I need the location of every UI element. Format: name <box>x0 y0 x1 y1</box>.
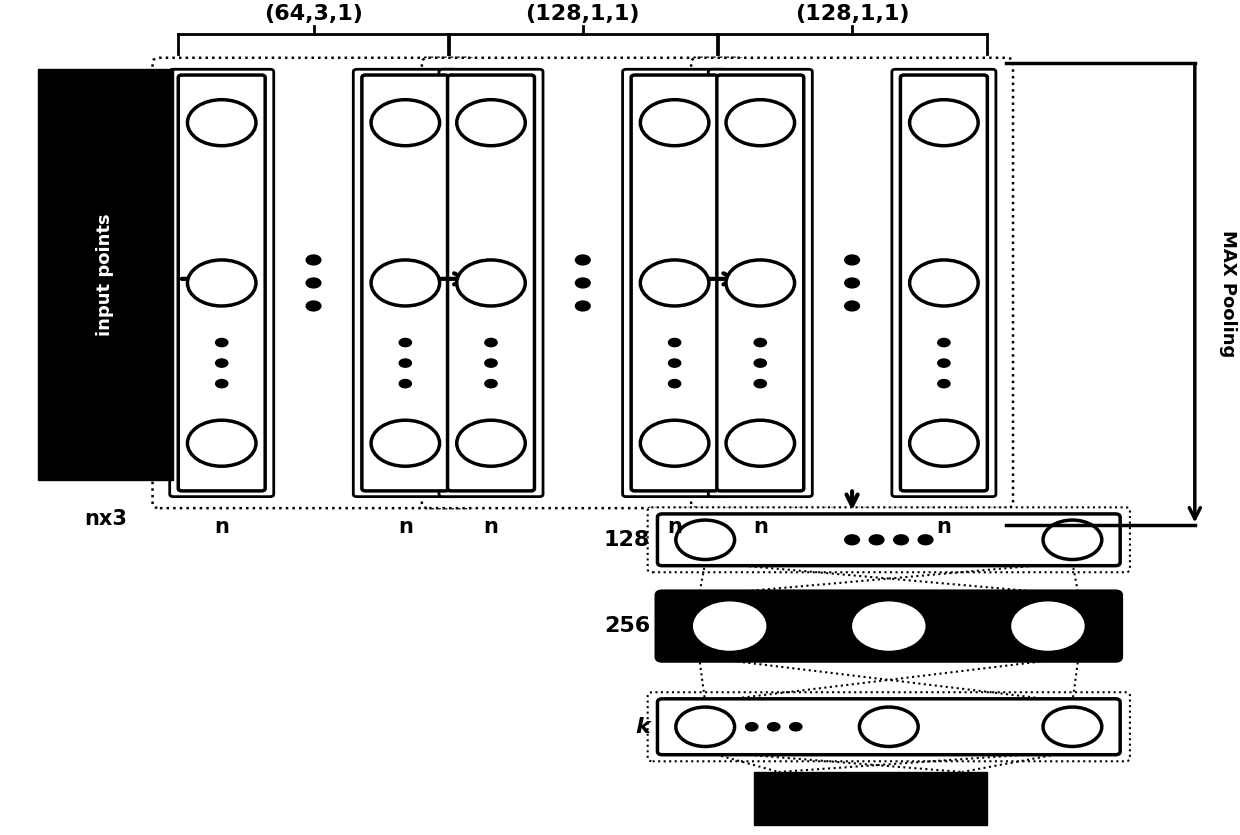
FancyBboxPatch shape <box>647 508 1130 572</box>
Circle shape <box>668 380 681 387</box>
Circle shape <box>844 255 859 265</box>
Circle shape <box>216 359 228 367</box>
Circle shape <box>485 359 497 367</box>
Circle shape <box>640 99 709 146</box>
Circle shape <box>725 260 795 306</box>
Text: n: n <box>484 517 498 537</box>
Circle shape <box>187 260 255 306</box>
Circle shape <box>844 301 859 311</box>
Circle shape <box>456 99 526 146</box>
Circle shape <box>894 535 909 544</box>
Circle shape <box>910 420 978 466</box>
Circle shape <box>725 99 795 146</box>
Circle shape <box>187 99 255 146</box>
Text: (128,1,1): (128,1,1) <box>795 4 909 24</box>
Circle shape <box>910 260 978 306</box>
FancyBboxPatch shape <box>622 69 727 497</box>
Text: n: n <box>398 517 413 537</box>
FancyBboxPatch shape <box>448 75 534 491</box>
Text: MAX Pooling: MAX Pooling <box>1219 230 1238 357</box>
FancyBboxPatch shape <box>900 75 987 491</box>
Bar <box>754 772 987 825</box>
Circle shape <box>306 278 321 288</box>
Circle shape <box>676 707 734 746</box>
FancyBboxPatch shape <box>179 75 265 491</box>
Bar <box>38 69 172 480</box>
FancyBboxPatch shape <box>647 692 1130 762</box>
Circle shape <box>1043 520 1102 559</box>
Circle shape <box>768 722 780 731</box>
Circle shape <box>306 255 321 265</box>
FancyBboxPatch shape <box>892 69 996 497</box>
Text: n: n <box>667 517 682 537</box>
Circle shape <box>754 359 766 367</box>
Circle shape <box>575 301 590 311</box>
Text: 256: 256 <box>604 616 650 636</box>
FancyBboxPatch shape <box>362 75 449 491</box>
FancyBboxPatch shape <box>657 514 1120 565</box>
Circle shape <box>910 99 978 146</box>
Circle shape <box>1011 601 1085 650</box>
Circle shape <box>1043 707 1102 746</box>
Circle shape <box>725 420 795 466</box>
Circle shape <box>937 338 950 347</box>
FancyBboxPatch shape <box>708 69 812 497</box>
FancyBboxPatch shape <box>657 699 1120 755</box>
Text: n: n <box>936 517 951 537</box>
FancyBboxPatch shape <box>656 591 1121 661</box>
Circle shape <box>745 722 758 731</box>
Circle shape <box>640 420 709 466</box>
Circle shape <box>187 420 255 466</box>
Circle shape <box>668 359 681 367</box>
Circle shape <box>918 535 932 544</box>
Circle shape <box>371 420 440 466</box>
Circle shape <box>869 535 884 544</box>
FancyBboxPatch shape <box>691 58 1013 509</box>
FancyBboxPatch shape <box>717 75 804 491</box>
Circle shape <box>668 338 681 347</box>
Circle shape <box>371 260 440 306</box>
FancyBboxPatch shape <box>422 58 744 509</box>
Circle shape <box>399 338 412 347</box>
Text: n: n <box>753 517 768 537</box>
Text: k: k <box>635 716 650 736</box>
Circle shape <box>844 278 859 288</box>
Circle shape <box>485 380 497 387</box>
Circle shape <box>456 420 526 466</box>
Text: nx3: nx3 <box>84 509 126 529</box>
FancyBboxPatch shape <box>631 75 718 491</box>
Text: n: n <box>215 517 229 537</box>
Circle shape <box>937 380 950 387</box>
Circle shape <box>399 359 412 367</box>
Circle shape <box>575 278 590 288</box>
Circle shape <box>575 255 590 265</box>
Circle shape <box>485 338 497 347</box>
Circle shape <box>693 601 766 650</box>
Circle shape <box>456 260 526 306</box>
Circle shape <box>844 535 859 544</box>
Circle shape <box>937 359 950 367</box>
Circle shape <box>754 380 766 387</box>
Text: (64,3,1): (64,3,1) <box>264 4 363 24</box>
Circle shape <box>790 722 802 731</box>
FancyBboxPatch shape <box>170 69 274 497</box>
Text: input points: input points <box>97 214 114 336</box>
Text: (128,1,1): (128,1,1) <box>526 4 640 24</box>
Circle shape <box>754 338 766 347</box>
Text: 128: 128 <box>604 529 650 549</box>
FancyBboxPatch shape <box>353 69 458 497</box>
FancyBboxPatch shape <box>439 69 543 497</box>
Circle shape <box>371 99 440 146</box>
FancyBboxPatch shape <box>153 58 475 509</box>
Circle shape <box>216 338 228 347</box>
Circle shape <box>306 301 321 311</box>
Circle shape <box>676 520 734 559</box>
Circle shape <box>216 380 228 387</box>
Circle shape <box>640 260 709 306</box>
Circle shape <box>852 601 925 650</box>
Circle shape <box>399 380 412 387</box>
Circle shape <box>859 707 918 746</box>
